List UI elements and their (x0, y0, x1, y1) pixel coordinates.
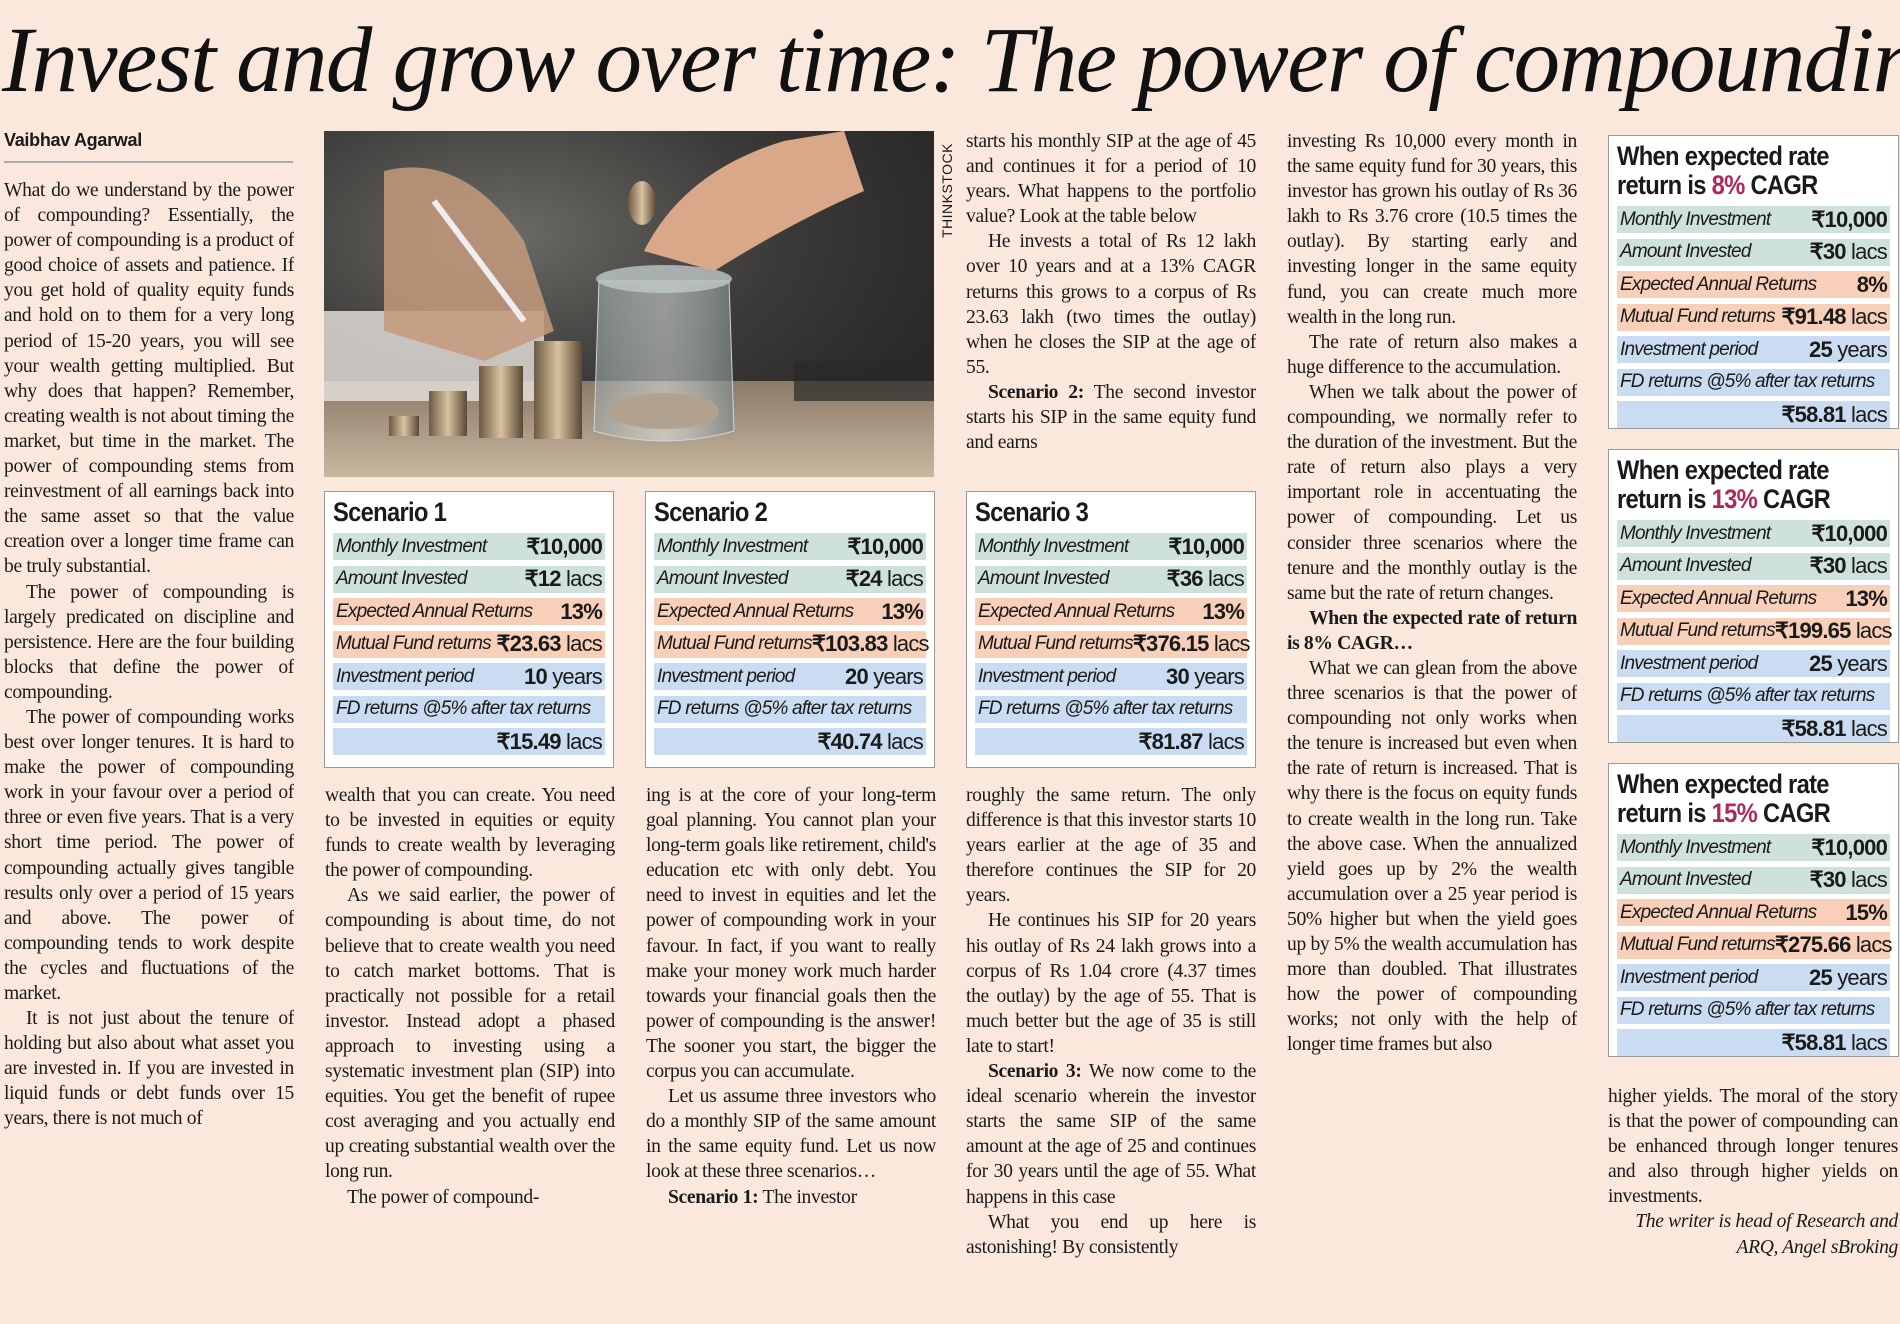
table-title: When expected rate return is 8% CAGR (1617, 141, 1830, 200)
table-row-fd-value: ₹15.49 lacs (333, 728, 605, 755)
paragraph: Scenario 1: The investor (668, 1186, 857, 1208)
paragraph: Let us assume three investors who do a m… (646, 1086, 936, 1183)
table-row-expected: Expected Annual Returns 13% (654, 598, 926, 625)
paragraph: As we said earlier, the power of compoun… (325, 885, 615, 1183)
table-row-fd-value: ₹58.81 lacs (1617, 1029, 1890, 1056)
table-row-monthly: Monthly Investment ₹10,000 (1617, 520, 1890, 547)
article-column-5: roughly the same return. The only differ… (966, 783, 1256, 1316)
scenario-lead: Scenario 2: (988, 381, 1084, 403)
table-row-fd-label: FD returns @5% after tax returns (333, 695, 605, 723)
table-row-monthly: Monthly Investment ₹10,000 (333, 533, 605, 560)
table-row-fd-value: ₹58.81 lacs (1617, 401, 1890, 428)
table-row-amount: Amount Invested ₹30 lacs (1617, 866, 1890, 894)
paragraph: The power of compounding is largely pred… (4, 581, 294, 703)
table-row-expected: Expected Annual Returns 15% (1617, 899, 1890, 926)
returns-table: Scenario 3 Monthly Investment ₹10,000 Amoun… (966, 491, 1256, 768)
table-row-period: Investment period 10 years (333, 663, 605, 690)
table-row-expected: Expected Annual Returns 13% (975, 598, 1247, 625)
paragraph: What you end up here is astonishing! By … (966, 1211, 1256, 1258)
table-title: Scenario 3 (975, 497, 1089, 527)
paragraph: starts his monthly SIP at the age of 45 … (966, 131, 1256, 228)
table-row-period: Investment period 25 years (1617, 964, 1890, 991)
table-row-amount: Amount Invested ₹36 lacs (975, 565, 1247, 593)
paragraph: What we can glean from the above three s… (1287, 657, 1577, 1056)
paragraph: When we talk about the power of compound… (1287, 381, 1577, 604)
table-row-monthly: Monthly Investment ₹10,000 (1617, 206, 1890, 233)
table-row-amount: Amount Invested ₹30 lacs (1617, 552, 1890, 580)
returns-table: When expected rate return is 13% CAGR Mon… (1608, 449, 1899, 743)
paragraph: ing is at the core of your long-term goa… (646, 785, 936, 1083)
table-row-period: Investment period 30 years (975, 663, 1247, 690)
paragraph: What do we understand by the power of co… (4, 180, 294, 578)
article-photo (324, 131, 934, 477)
table-row-period: Investment period 25 years (1617, 336, 1890, 363)
table-row-mf: Mutual Fund returns ₹23.63 lacs (333, 630, 605, 658)
rate-highlight: 8% (1711, 170, 1746, 200)
headline: Invest and grow over time: The power of … (2, 9, 1900, 112)
table-row-fd-label: FD returns @5% after tax returns (975, 695, 1247, 723)
table-row-mf: Mutual Fund returns ₹275.66 lacs (1617, 931, 1893, 959)
paragraph: The rate of return also makes a huge dif… (1287, 331, 1577, 378)
paragraph: He invests a total of Rs 12 lakh over 10… (966, 231, 1256, 378)
returns-table: When expected rate return is 8% CAGR Mont… (1608, 135, 1899, 429)
table-row-expected: Expected Annual Returns 13% (1617, 585, 1890, 612)
table-title: Scenario 1 (333, 497, 447, 527)
returns-table: Scenario 1 Monthly Investment ₹10,000 Amoun… (324, 491, 614, 768)
table-title: Scenario 2 (654, 497, 768, 527)
table-row-amount: Amount Invested ₹12 lacs (333, 565, 605, 593)
photo-credit: THINKSTOCK (939, 143, 955, 238)
article-column-7: higher yields. The moral of the story is… (1608, 1084, 1898, 1316)
table-row-monthly: Monthly Investment ₹10,000 (1617, 834, 1890, 861)
table-row-period: Investment period 20 years (654, 663, 926, 690)
table-row-fd-value: ₹40.74 lacs (654, 728, 926, 755)
table-row-expected: Expected Annual Returns 13% (333, 598, 605, 625)
article-column-3: ing is at the core of your long-term goa… (646, 783, 936, 1316)
paragraph: It is not just about the tenure of holdi… (4, 1008, 294, 1130)
scenario-lead: Scenario 3: (988, 1061, 1082, 1083)
table-row-monthly: Monthly Investment ₹10,000 (654, 533, 926, 560)
table-row-expected: Expected Annual Returns 8% (1617, 271, 1890, 298)
returns-table: When expected rate return is 15% CAGR Mon… (1608, 763, 1899, 1057)
table-row-fd-label: FD returns @5% after tax returns (654, 695, 926, 723)
subheading: When the expected rate of return is 8% C… (1287, 607, 1577, 654)
rate-highlight: 13% (1711, 484, 1758, 514)
paragraph: roughly the same return. The only differ… (966, 785, 1256, 907)
table-row-period: Investment period 25 years (1617, 650, 1890, 677)
table-title: When expected rate return is 15% CAGR (1617, 769, 1831, 828)
coins-jar-illustration (324, 131, 934, 477)
byline: Vaibhav Agarwal (4, 130, 293, 163)
paragraph: The power of compound- (347, 1186, 539, 1208)
scenario-lead: Scenario 1: (668, 1186, 759, 1208)
table-row-mf: Mutual Fund returns ₹103.83 lacs (654, 630, 930, 658)
paragraph: Scenario 3: We now come to the ideal sce… (966, 1061, 1256, 1208)
table-row-fd-value: ₹58.81 lacs (1617, 715, 1890, 742)
author-note: The writer is head of Research and ARQ, … (1635, 1211, 1898, 1258)
table-row-fd-value: ₹81.87 lacs (975, 728, 1247, 755)
paragraph: wealth that you can create. You need to … (325, 785, 615, 882)
paragraph: investing Rs 10,000 every month in the s… (1287, 131, 1577, 328)
table-row-amount: Amount Invested ₹24 lacs (654, 565, 926, 593)
table-row-fd-label: FD returns @5% after tax returns (1617, 996, 1890, 1024)
table-row-mf: Mutual Fund returns ₹91.48 lacs (1617, 303, 1890, 331)
article-column-6: investing Rs 10,000 every month in the s… (1287, 129, 1577, 1316)
table-row-mf: Mutual Fund returns ₹376.15 lacs (975, 630, 1251, 658)
table-title: When expected rate return is 13% CAGR (1617, 455, 1831, 514)
paragraph: He continues his SIP for 20 years his ou… (966, 910, 1256, 1057)
table-row-fd-label: FD returns @5% after tax returns (1617, 368, 1890, 396)
table-row-mf: Mutual Fund returns ₹199.65 lacs (1617, 617, 1893, 645)
returns-table: Scenario 2 Monthly Investment ₹10,000 Amoun… (645, 491, 935, 768)
article-column-1: What do we understand by the power of co… (4, 178, 294, 1316)
table-row-monthly: Monthly Investment ₹10,000 (975, 533, 1247, 560)
article-column-4: starts his monthly SIP at the age of 45 … (966, 129, 1256, 479)
article-column-2: wealth that you can create. You need to … (325, 783, 615, 1316)
paragraph: The power of compounding works best over… (4, 706, 294, 1004)
paragraph: higher yields. The moral of the story is… (1608, 1086, 1898, 1208)
rate-highlight: 15% (1711, 798, 1758, 828)
table-row-amount: Amount Invested ₹30 lacs (1617, 238, 1890, 266)
paragraph: Scenario 2: The second investor starts h… (966, 381, 1256, 454)
table-row-fd-label: FD returns @5% after tax returns (1617, 682, 1890, 710)
